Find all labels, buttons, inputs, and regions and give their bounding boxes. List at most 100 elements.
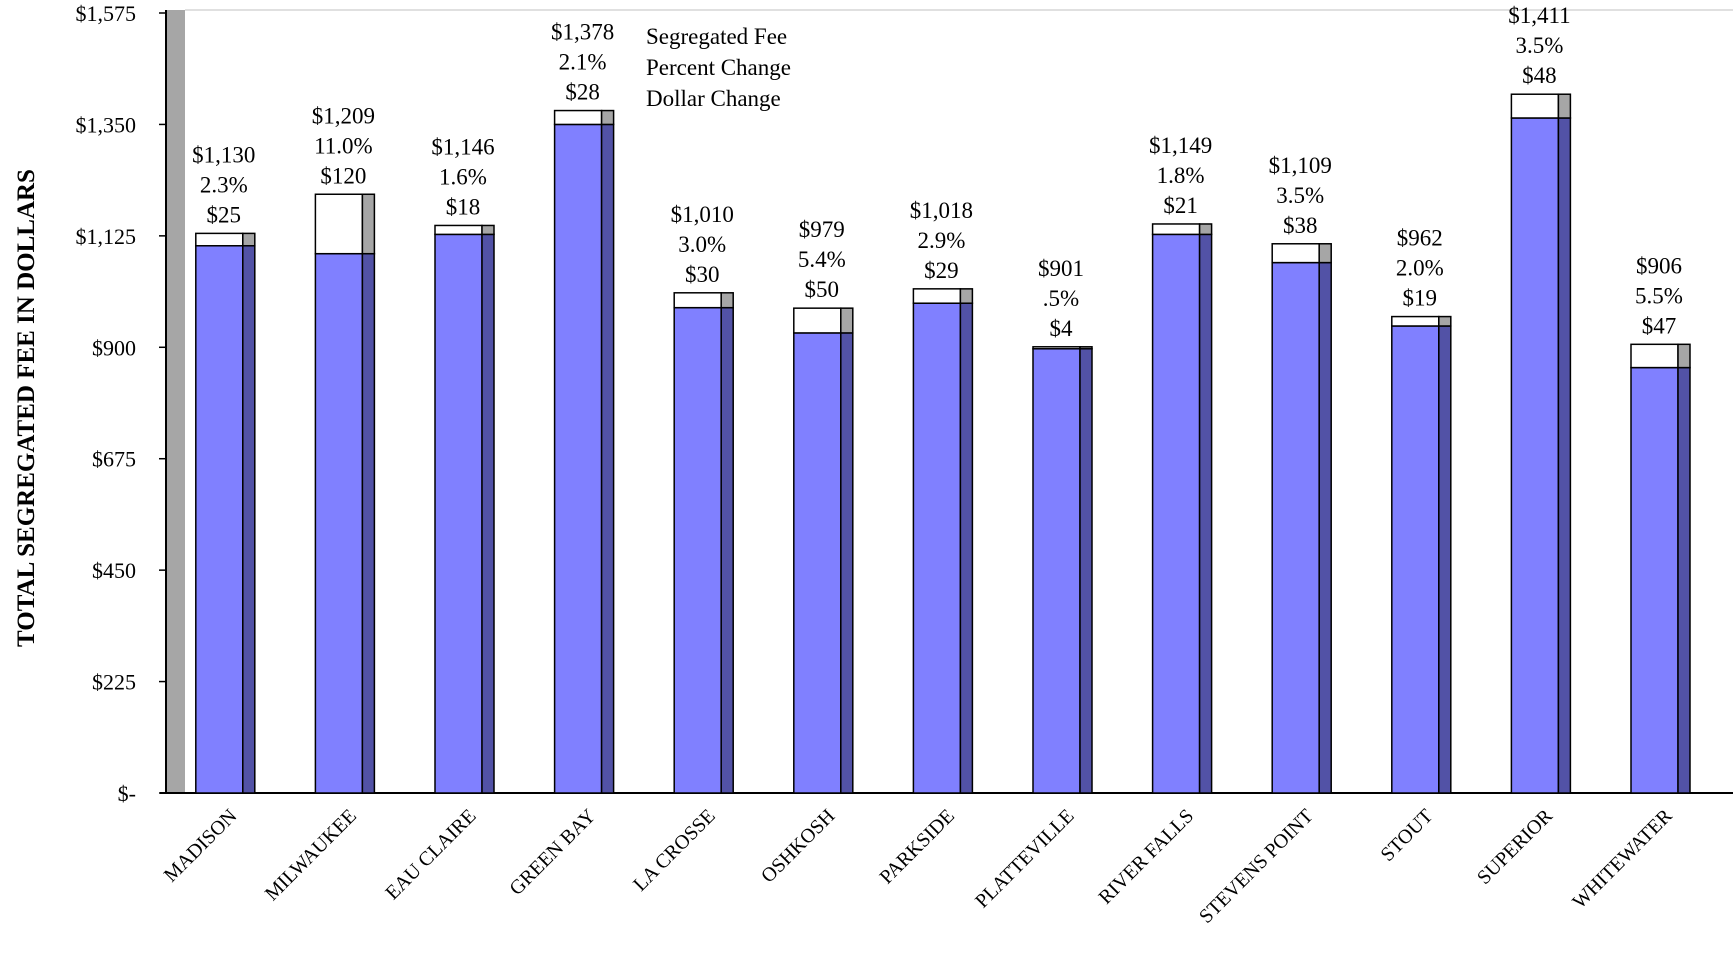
bar-increase — [793, 307, 842, 334]
legend-fee: Segregated Fee — [646, 24, 787, 49]
data-labels: $1,130 2.3% $25 $1,209 11.0% $120 $1,146 1.6% $1… — [192, 3, 1683, 341]
bar-increase-side — [1079, 346, 1093, 350]
bar-base — [912, 302, 962, 794]
bar-base-side — [1677, 366, 1691, 794]
bar-base-side — [1438, 325, 1452, 794]
percent-label: 5.4% — [798, 247, 846, 272]
bar-base-side — [1079, 348, 1093, 794]
axes: $- $225 $450 $675 $900 $1,125 $1,350 $1,575 — [76, 1, 1733, 806]
dollar-label: $50 — [805, 277, 840, 302]
bar-increase-side — [242, 232, 256, 247]
percent-label: 1.8% — [1157, 163, 1205, 188]
percent-label: 2.0% — [1396, 256, 1444, 281]
bar-increase — [314, 193, 364, 255]
bar-base — [793, 332, 842, 794]
y-tick-label: $1,350 — [76, 112, 137, 137]
y-tick-label: $675 — [92, 447, 136, 472]
fee-label: $1,146 — [431, 134, 494, 159]
dollar-label: $19 — [1403, 286, 1438, 311]
percent-label: 1.6% — [439, 164, 487, 189]
y-tick-label: $1,125 — [76, 224, 137, 249]
bar-base-side — [720, 306, 734, 794]
side-wall — [167, 10, 185, 793]
bar-increase-side — [600, 109, 615, 126]
bar-base-side — [361, 252, 376, 794]
fee-label: $1,209 — [312, 103, 375, 128]
percent-label: 3.5% — [1515, 33, 1563, 58]
bar-base-side — [840, 332, 854, 794]
bar-base — [314, 252, 364, 794]
bar-base — [673, 306, 722, 794]
bar-base-side — [481, 233, 495, 794]
y-tick-label: $1,575 — [76, 1, 137, 26]
bar-base — [195, 245, 244, 794]
bar-increase — [1391, 315, 1440, 327]
bar-increase — [1032, 346, 1081, 350]
y-tick-label: $225 — [92, 670, 136, 695]
bar-increase — [1630, 343, 1679, 369]
bar-increase-side — [840, 307, 854, 334]
dollar-label: $47 — [1642, 313, 1677, 338]
bar-increase-side — [720, 292, 734, 309]
bar-increase — [912, 288, 962, 304]
fee-label: $1,130 — [192, 142, 255, 167]
legend-percent: Percent Change — [646, 55, 791, 80]
bar-increase-side — [1438, 315, 1452, 327]
bar-increase-side — [1557, 93, 1572, 119]
dollar-label: $29 — [924, 258, 959, 283]
bar-base — [1271, 261, 1320, 794]
bar-base — [1391, 325, 1440, 794]
percent-label: 3.0% — [678, 232, 726, 257]
bar-increase — [195, 232, 244, 247]
bar-base-side — [242, 245, 256, 794]
dollar-label: $21 — [1163, 193, 1198, 218]
fee-label: $962 — [1397, 226, 1443, 251]
bar-base — [434, 233, 483, 794]
legend-dollar: Dollar Change — [646, 86, 781, 111]
fee-label: $901 — [1038, 256, 1084, 281]
fee-label: $906 — [1636, 253, 1682, 278]
dollar-label: $38 — [1283, 213, 1318, 238]
bar-increase-side — [1198, 223, 1213, 236]
y-axis-title: TOTAL SEGREGATED FEE IN DOLLARS — [13, 169, 40, 647]
percent-label: 2.1% — [559, 50, 607, 75]
bar-increase — [1271, 243, 1320, 264]
bar-base — [553, 123, 603, 794]
bar-increase-side — [959, 288, 974, 304]
dollar-label: $28 — [565, 80, 600, 105]
bars — [195, 93, 1691, 794]
fee-label: $979 — [799, 217, 845, 242]
dollar-label: $120 — [320, 163, 366, 188]
bar-base-side — [600, 123, 615, 794]
bar-base — [1510, 117, 1560, 794]
percent-label: .5% — [1043, 286, 1079, 311]
bar-increase-side — [481, 224, 495, 236]
fee-label: $1,411 — [1508, 3, 1570, 28]
bar-base-side — [1557, 117, 1572, 794]
bar-increase — [1510, 93, 1560, 119]
fee-label: $1,018 — [910, 198, 973, 223]
percent-label: 3.5% — [1276, 183, 1324, 208]
bar-increase-side — [1318, 243, 1332, 264]
bar-base — [1032, 348, 1081, 794]
fee-label: $1,109 — [1269, 153, 1332, 178]
y-tick-label: $450 — [92, 558, 136, 583]
bar-increase — [673, 292, 722, 309]
dollar-label: $25 — [207, 202, 242, 227]
y-tick-label: $900 — [92, 335, 136, 360]
percent-label: 11.0% — [314, 133, 373, 158]
bar-increase — [434, 224, 483, 236]
y-tick-label: $- — [118, 781, 136, 806]
percent-label: 2.9% — [917, 228, 965, 253]
dollar-label: $4 — [1050, 316, 1074, 341]
bar-base — [1630, 366, 1679, 794]
bar-base-side — [1198, 233, 1213, 794]
percent-label: 2.3% — [200, 172, 248, 197]
bar-base-side — [959, 302, 974, 794]
dollar-label: $48 — [1522, 63, 1557, 88]
fee-label: $1,010 — [671, 202, 734, 227]
bar-base — [1151, 233, 1201, 794]
legend: Segregated Fee Percent Change Dollar Cha… — [646, 24, 791, 111]
fee-label: $1,149 — [1149, 133, 1212, 158]
